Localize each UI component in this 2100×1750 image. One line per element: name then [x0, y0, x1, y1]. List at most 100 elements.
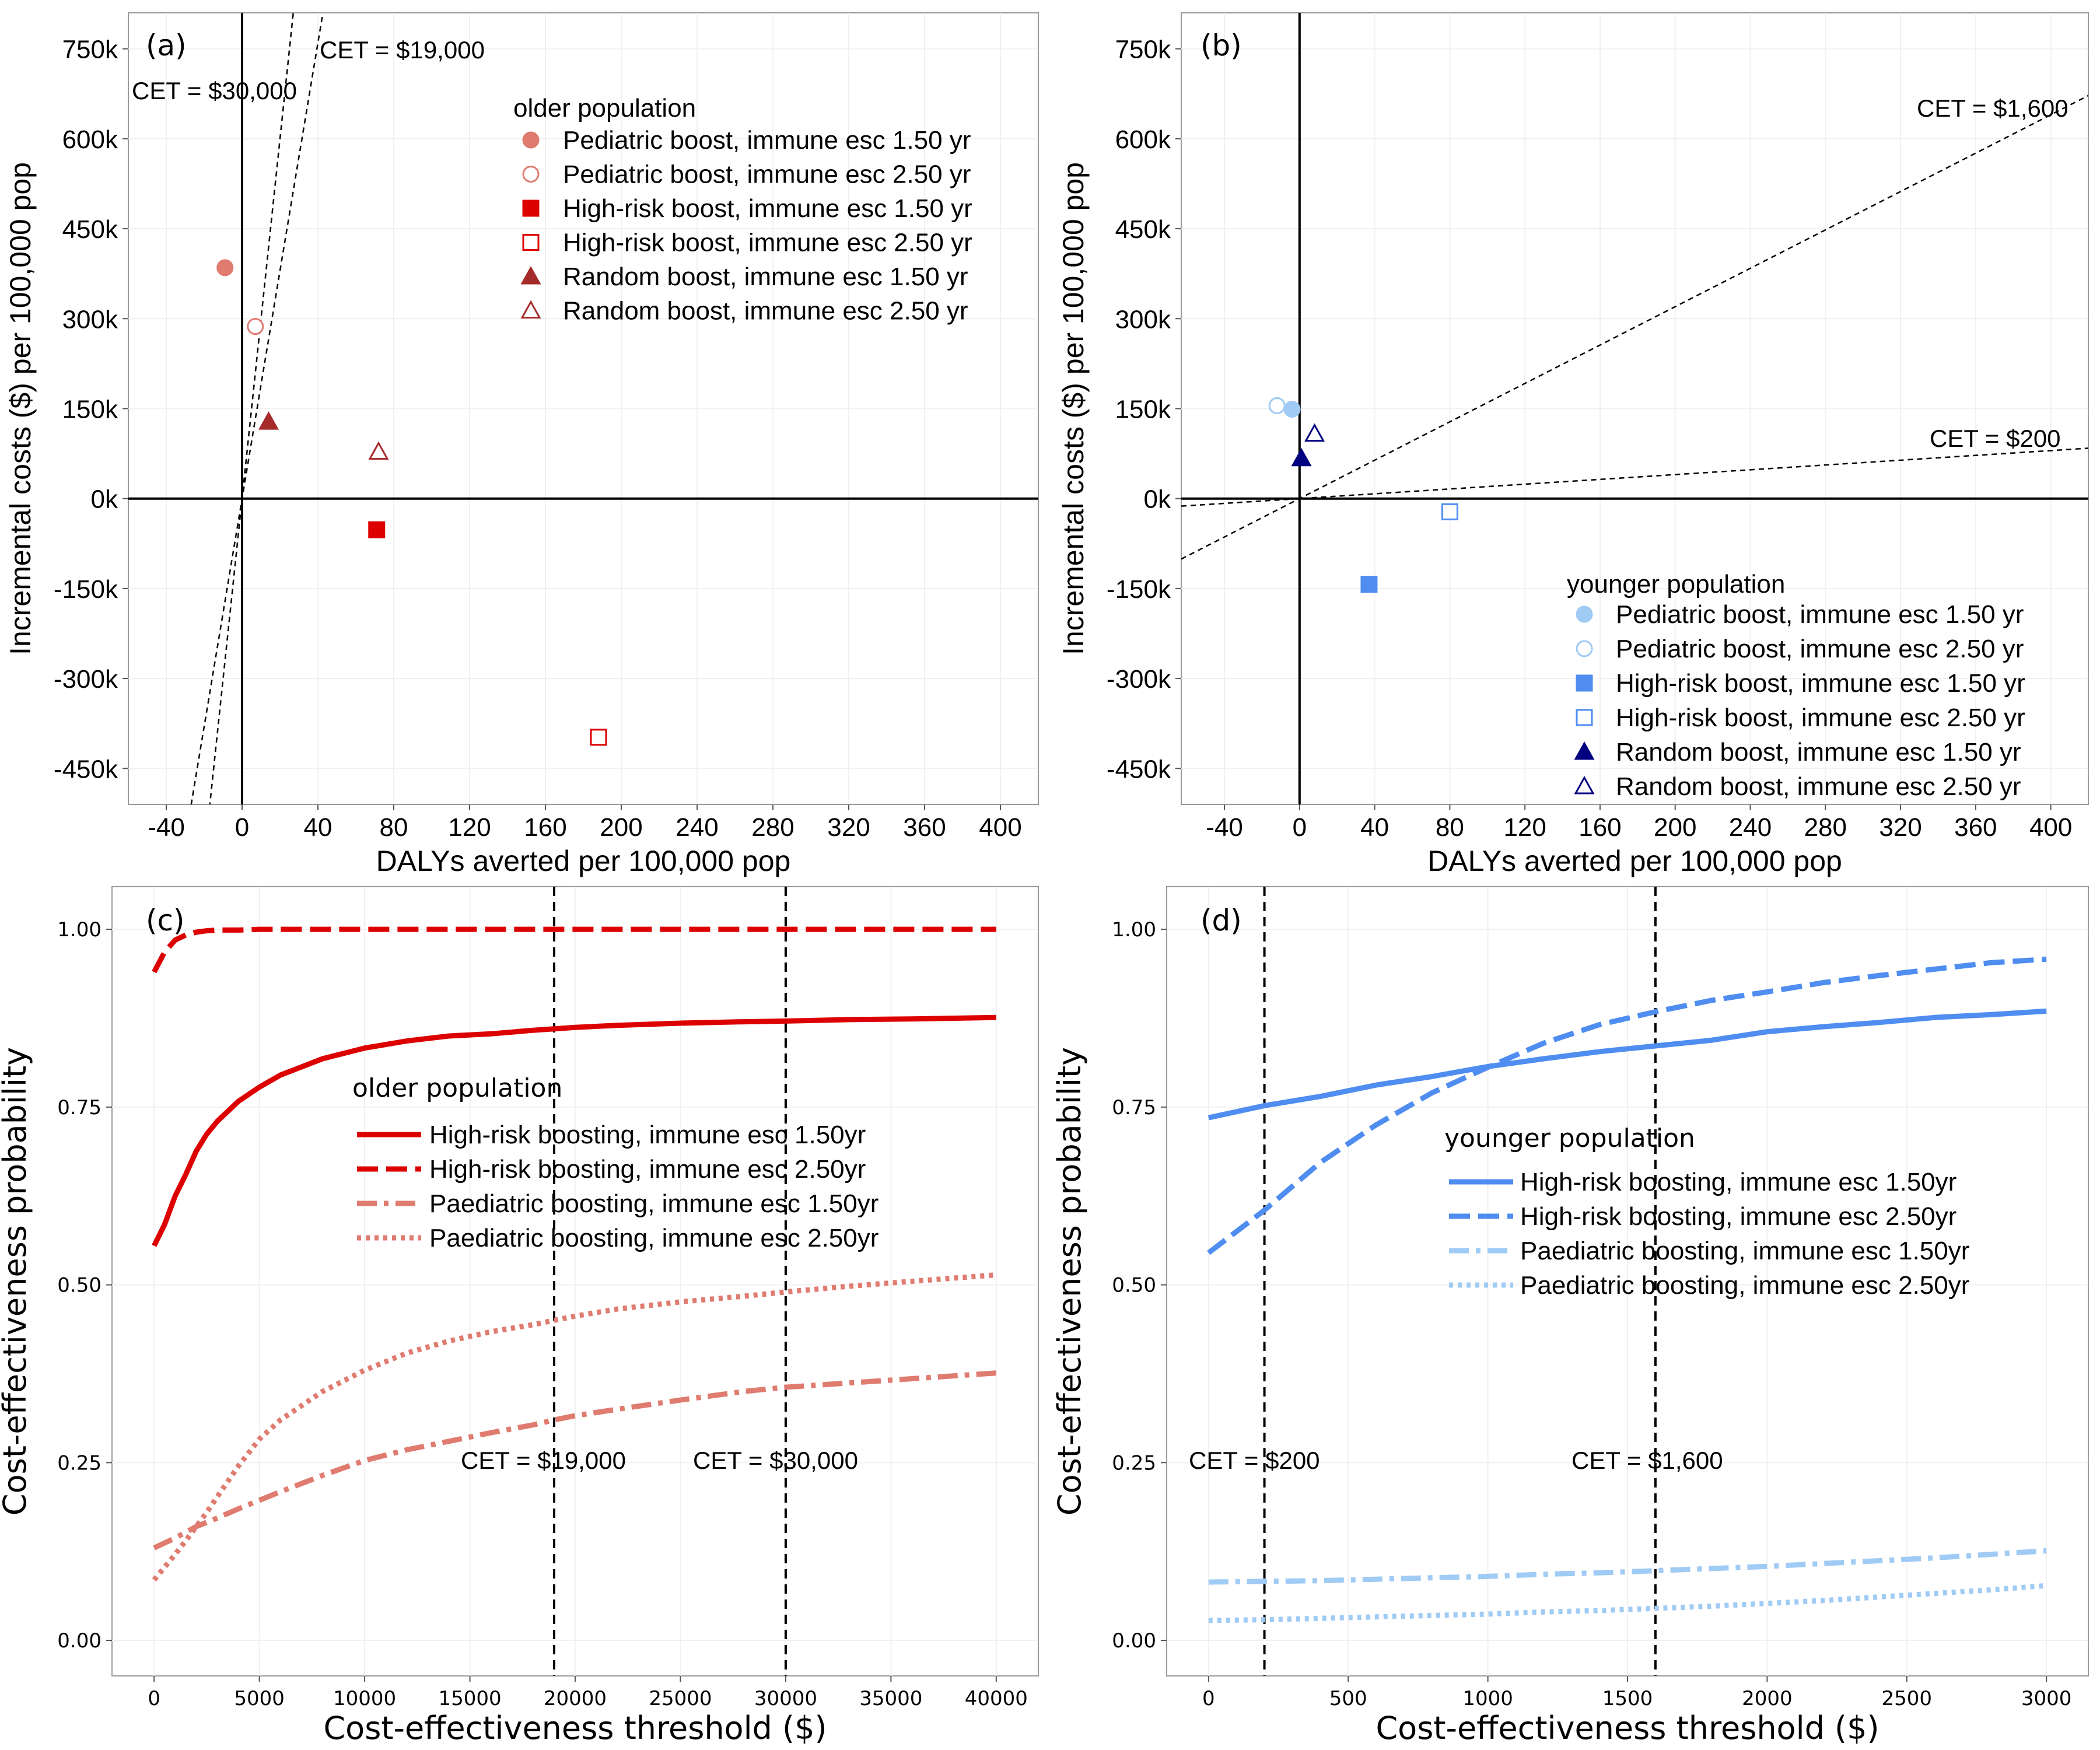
legend-label: Paediatric boosting, immune esc 1.50yr [1520, 1237, 1969, 1265]
panel-1: -40 0 40 80 120 160 200 240 280 320 360 400 -450k -30… [4, 12, 1039, 877]
y-axis-title: Cost-effectiveness probability [1051, 1047, 1088, 1516]
series-line [152, 926, 996, 974]
y-tick-label: -450k [1107, 755, 1171, 783]
x-tick-label: 360 [903, 813, 946, 842]
legend: younger population High-risk boosting, im… [1444, 1124, 1969, 1300]
y-tick-label: 0.50 [1112, 1274, 1156, 1297]
cet-label: CET = $30,000 [693, 1447, 858, 1474]
x-tick-label: 10000 [333, 1687, 396, 1710]
y-tick-label: -450k [54, 755, 118, 783]
y-tick-label: 0.75 [1112, 1096, 1156, 1119]
legend-key [522, 200, 540, 217]
x-tick-label: 200 [1654, 813, 1696, 842]
cet-label: CET = $30,000 [132, 77, 297, 104]
legend-label: Pediatric boost, immune esc 2.50 yr [1616, 635, 2024, 663]
legend-key [522, 131, 540, 149]
cet-label: CET = $19,000 [461, 1447, 626, 1474]
panel-3: 0 5000 10000 15000 20000 25000 30000 35000 40000… [0, 886, 1039, 1746]
y-tick-label: -300k [54, 665, 118, 694]
x-tick-label: 2500 [1882, 1687, 1933, 1710]
legend-label: High-risk boosting, immune esc 1.50yr [1520, 1168, 1957, 1196]
legend-title: older population [513, 94, 696, 123]
x-tick-label: 120 [448, 813, 491, 842]
y-tick-label: 300k [1115, 305, 1171, 334]
x-tick-label: 0 [1202, 1687, 1215, 1710]
y-tick-label: 450k [62, 215, 118, 244]
legend: older population Pediatric boost, immune … [513, 94, 972, 326]
y-tick-label: -300k [1107, 665, 1171, 694]
legend-key [1576, 640, 1593, 657]
legend-label: High-risk boosting, immune esc 2.50yr [1520, 1202, 1957, 1231]
x-tick-label: 320 [827, 813, 870, 842]
plot-content [1181, 13, 2088, 804]
legend-label: Random boost, immune esc 1.50 yr [563, 262, 968, 291]
legend-key [1574, 775, 1595, 794]
legend-key [1576, 709, 1593, 726]
x-tick-label: 25000 [649, 1687, 712, 1710]
cet-line [190, 13, 324, 804]
x-axis-title: DALYs averted per 100,000 pop [1427, 845, 1842, 877]
x-tick-label: 400 [979, 813, 1021, 842]
legend-label: High-risk boost, immune esc 1.50 yr [1616, 669, 2025, 698]
plot-content [128, 13, 1038, 804]
series-line [153, 1370, 997, 1550]
legend-label: Pediatric boost, immune esc 1.50 yr [1616, 600, 2024, 629]
legend-label: High-risk boost, immune esc 2.50 yr [563, 229, 972, 257]
series-line [1208, 1008, 2047, 1121]
legend-label: High-risk boost, immune esc 1.50 yr [563, 194, 972, 223]
y-tick-label: 1.00 [57, 918, 102, 942]
x-tick-label: 80 [380, 813, 408, 842]
x-axis-title: Cost-effectiveness threshold ($) [323, 1710, 827, 1746]
x-tick-label: 30000 [754, 1687, 817, 1710]
data-point [1291, 447, 1312, 467]
panel-2: -40 0 40 80 120 160 200 240 280 320 360 400 -450k -30… [1057, 12, 2089, 877]
x-axis-title: Cost-effectiveness threshold ($) [1376, 1710, 1879, 1746]
legend-key [1576, 606, 1593, 623]
x-tick-label: 160 [524, 813, 566, 842]
y-axis-title: Incremental costs ($) per 100,000 pop [1057, 162, 1090, 655]
data-point [368, 521, 386, 538]
data-point [258, 411, 279, 430]
data-point [368, 441, 389, 460]
x-tick-label: 1000 [1462, 1687, 1513, 1710]
panel-label: (a) [146, 29, 187, 62]
x-tick-label: 2000 [1742, 1687, 1793, 1710]
x-tick-label: 15000 [438, 1687, 501, 1710]
y-tick-label: 0k [91, 485, 118, 514]
legend-title: older population [352, 1073, 562, 1103]
legend: older population High-risk boosting, immu… [352, 1073, 878, 1252]
legend-key [520, 300, 541, 318]
legend-key [1576, 674, 1593, 692]
x-tick-label: 35000 [859, 1687, 922, 1710]
data-point [247, 318, 264, 335]
legend-label: Random boost, immune esc 2.50 yr [1616, 772, 2021, 801]
x-tick-label: 0 [235, 813, 249, 842]
series-line [1207, 956, 2047, 1255]
x-tick-label: 80 [1436, 813, 1464, 842]
y-tick-label: 600k [62, 125, 118, 154]
x-tick-label: 40000 [965, 1687, 1028, 1710]
x-tick-label: -40 [1206, 813, 1243, 842]
series-line [1208, 1548, 2047, 1585]
data-point [590, 729, 607, 746]
legend-label: Pediatric boost, immune esc 1.50 yr [563, 126, 971, 155]
data-point [1268, 397, 1286, 414]
x-tick-label: 40 [1360, 813, 1389, 842]
y-tick-label: 600k [1115, 125, 1171, 154]
x-tick-label: 400 [2029, 813, 2072, 842]
plot-content [152, 887, 997, 1676]
series-line [152, 1014, 996, 1247]
y-tick-label: 300k [62, 305, 118, 334]
cet-label: CET = $200 [1930, 425, 2061, 452]
y-tick-label: 0k [1144, 485, 1171, 514]
y-tick-label: 0.00 [1112, 1629, 1156, 1653]
cet-line [209, 13, 295, 804]
x-tick-label: 160 [1578, 813, 1621, 842]
x-tick-label: 120 [1503, 813, 1546, 842]
x-tick-label: 0 [148, 1687, 160, 1710]
y-tick-label: 750k [1115, 36, 1171, 64]
legend-label: High-risk boosting, immune esc 2.50yr [429, 1155, 866, 1184]
x-tick-label: 280 [1804, 813, 1847, 842]
